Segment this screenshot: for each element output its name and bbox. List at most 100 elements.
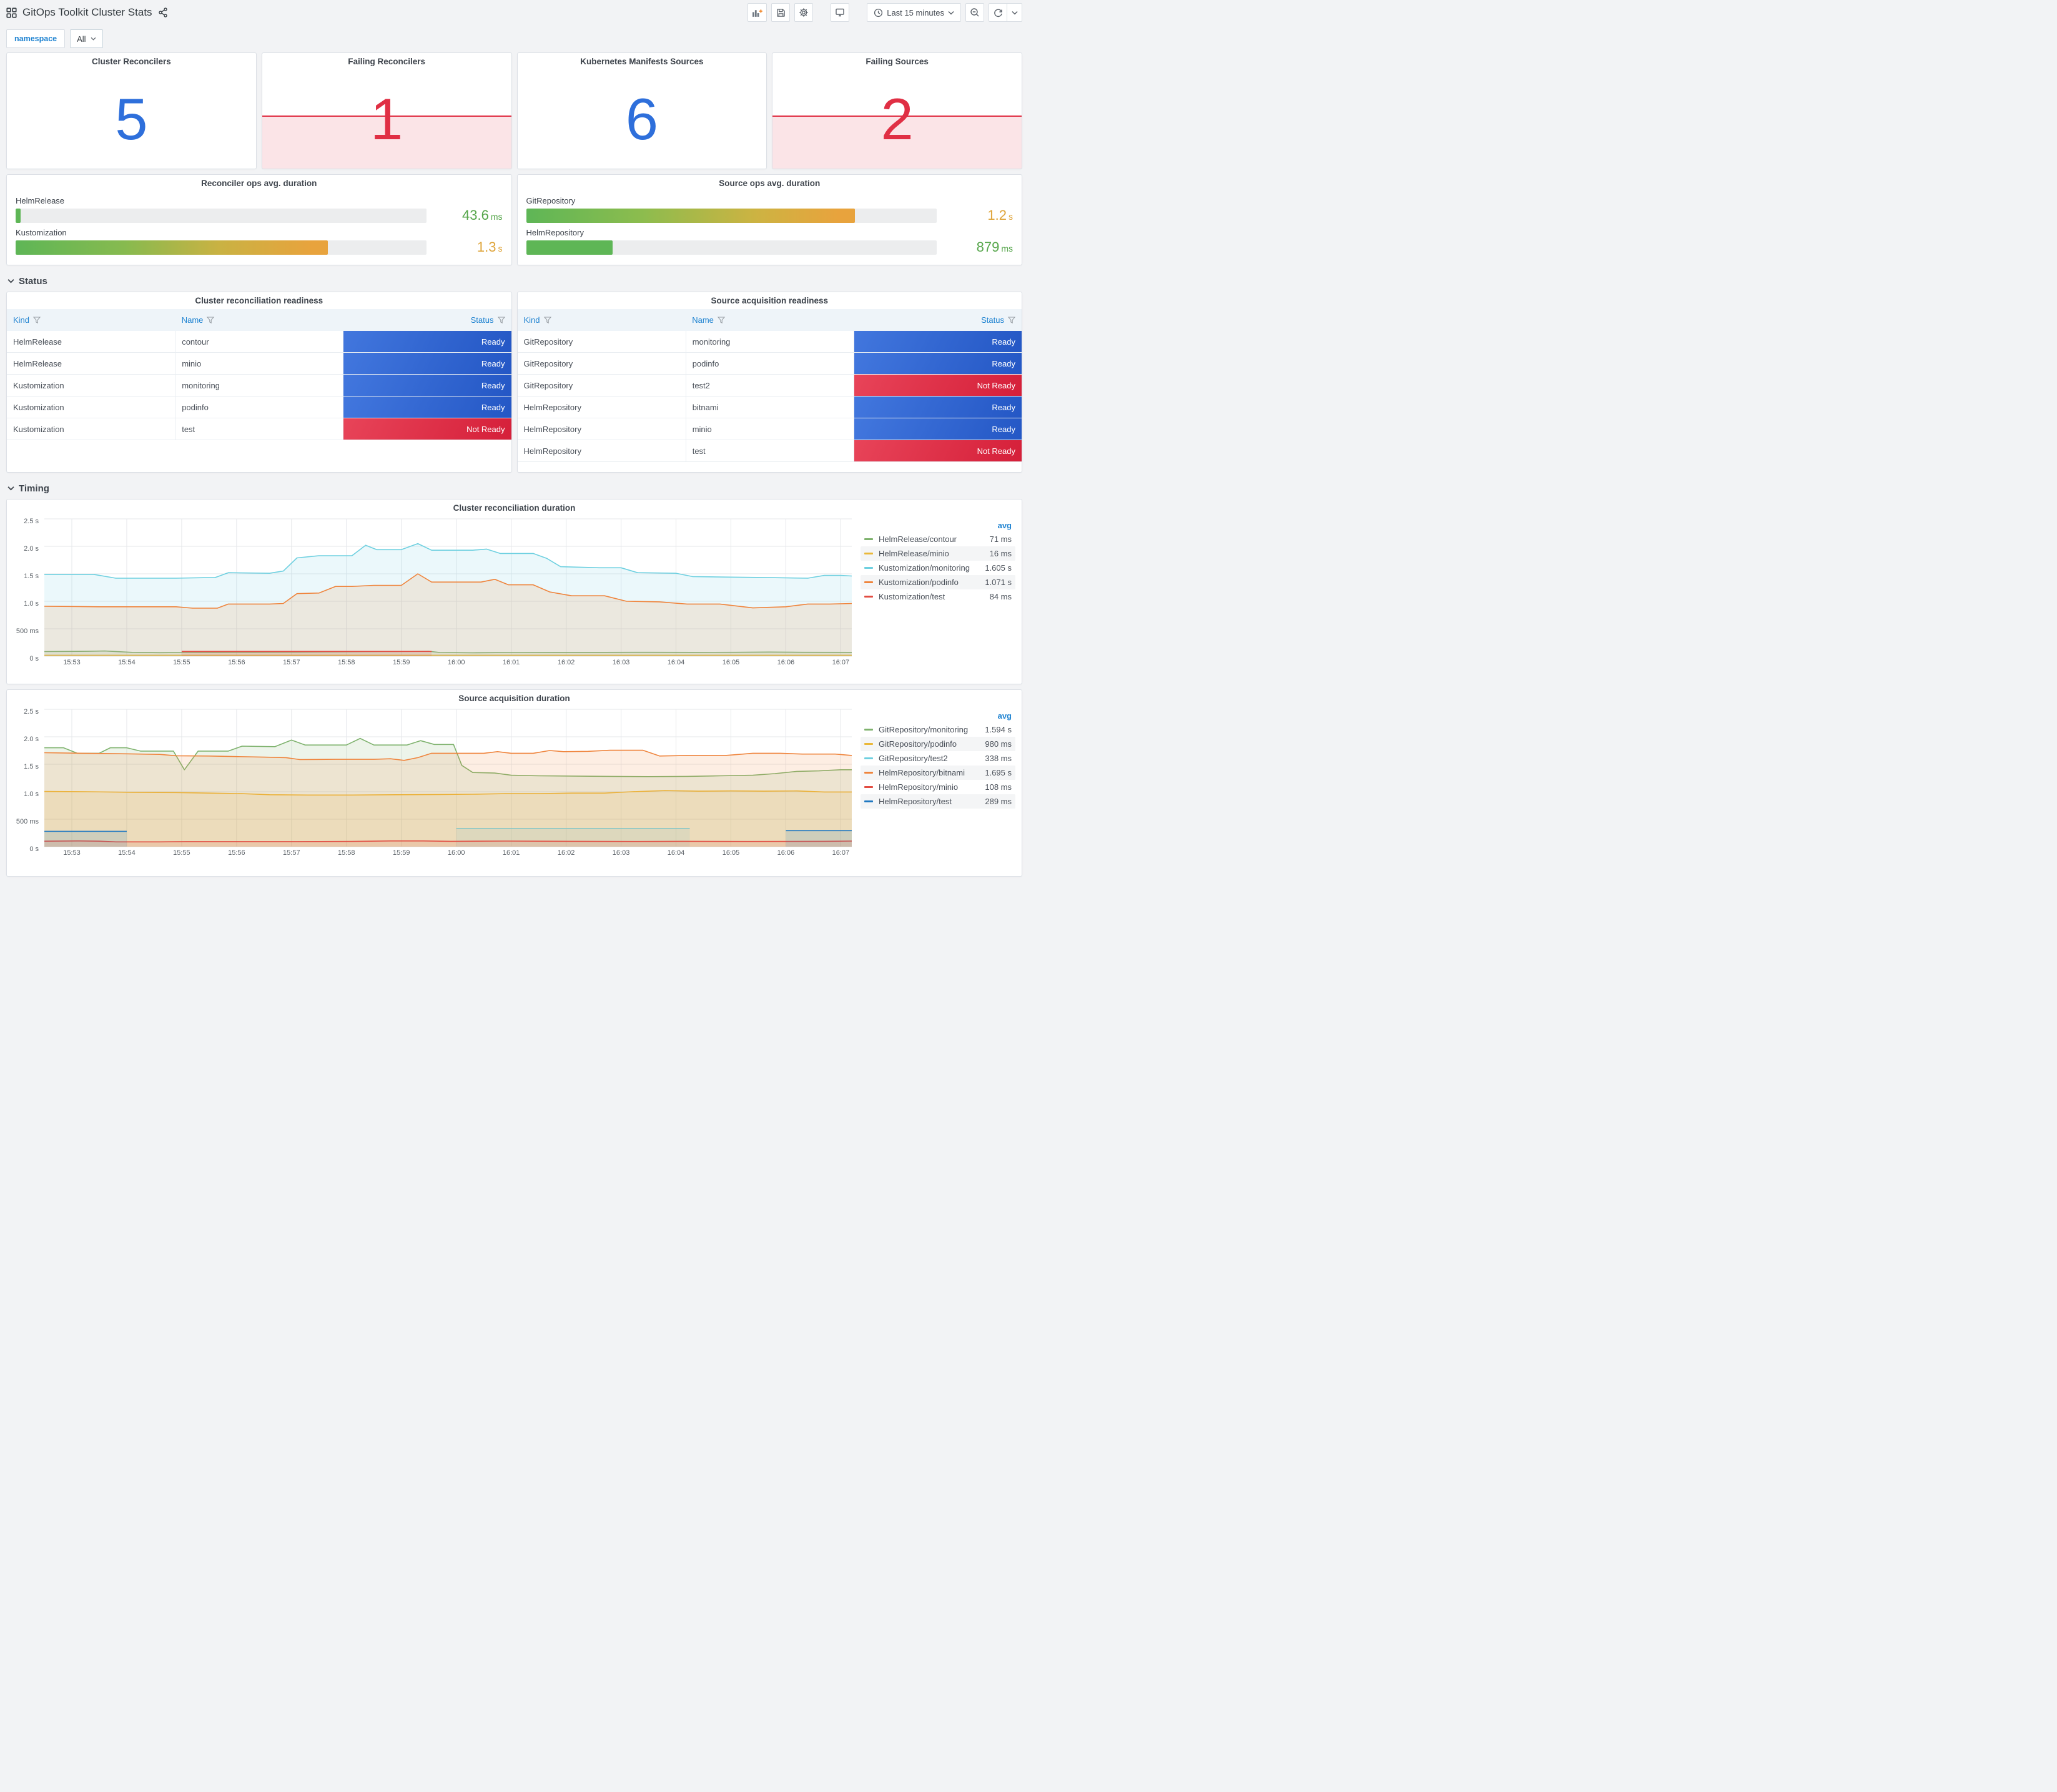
y-tick-label: 500 ms (16, 628, 39, 635)
panel-title[interactable]: Cluster Reconcilers (91, 57, 171, 66)
stat-value: 6 (625, 86, 659, 152)
legend-series-name[interactable]: HelmRepository/bitnami (879, 768, 965, 777)
x-tick-label: 15:59 (392, 659, 410, 666)
save-dashboard-button[interactable] (771, 3, 791, 22)
filter-icon[interactable] (1007, 316, 1016, 324)
panel-title[interactable]: Source acquisition readiness (711, 296, 829, 305)
gauge-value: 43.6 ms (462, 207, 503, 223)
column-header-name[interactable]: Name (175, 309, 343, 331)
status-badge: Ready (854, 396, 1022, 418)
chart-panel-source-acquisition-duration: Source acquisition duration 0 s 500 ms 1.0… (6, 689, 1022, 877)
table-row: HelmRelease contour Ready (7, 331, 511, 353)
namespace-selected-value: All (77, 34, 86, 44)
gauge-track (16, 240, 427, 255)
legend-item: GitRepository/monitoring 1.594 s (861, 722, 1015, 737)
legend-series-name[interactable]: Kustomization/podinfo (879, 578, 959, 587)
refresh-button[interactable] (989, 3, 1007, 22)
filter-icon[interactable] (543, 316, 551, 324)
share-icon[interactable] (158, 7, 168, 17)
dashboard-settings-button[interactable] (794, 3, 814, 22)
gauge-fill (526, 208, 855, 223)
cell-name: podinfo (686, 352, 854, 375)
apps-grid-icon[interactable] (6, 7, 17, 18)
legend-series-name[interactable]: HelmRepository/minio (879, 782, 959, 792)
legend-series-swatch-icon (864, 772, 873, 774)
panel-title[interactable]: Source acquisition duration (458, 694, 570, 703)
filter-icon[interactable] (717, 316, 726, 324)
table-row: GitRepository monitoring Ready (517, 331, 1022, 353)
time-series-canvas[interactable] (44, 709, 852, 847)
chart-legend: avg GitRepository/monitoring 1.594 s GitRep… (852, 709, 1018, 876)
panel-title[interactable]: Kubernetes Manifests Sources (580, 57, 704, 66)
legend-series-name[interactable]: Kustomization/test (879, 592, 945, 601)
page-title[interactable]: GitOps Toolkit Cluster Stats (22, 6, 152, 18)
panel-title[interactable]: Cluster reconciliation duration (453, 503, 576, 513)
legend-series-name[interactable]: GitRepository/monitoring (879, 725, 969, 734)
x-tick-label: 16:01 (502, 659, 520, 666)
panel-title[interactable]: Failing Reconcilers (348, 57, 426, 66)
legend-series-name[interactable]: GitRepository/podinfo (879, 739, 957, 749)
panel-title[interactable]: Reconciler ops avg. duration (201, 179, 317, 188)
series-line (44, 790, 852, 795)
cell-kind: GitRepository (517, 331, 686, 353)
add-panel-button[interactable] (747, 3, 767, 22)
y-tick-label: 2.5 s (24, 708, 39, 716)
cell-name: bitnami (686, 396, 854, 418)
x-tick-label: 15:59 (392, 849, 410, 857)
legend-series-swatch-icon (864, 538, 873, 540)
filter-icon[interactable] (207, 316, 215, 324)
section-row-timing[interactable]: Timing (6, 478, 1022, 499)
legend-series-avg-value: 1.605 s (985, 563, 1012, 573)
legend-series-name[interactable]: HelmRepository/test (879, 797, 952, 806)
panel-title[interactable]: Failing Sources (866, 57, 929, 66)
legend-avg-header[interactable]: avg (997, 521, 1012, 530)
x-tick-label: 16:05 (722, 849, 740, 857)
table-panel-cluster-reconciliation-readiness: Cluster reconciliation readiness Kind Na… (6, 292, 512, 473)
time-range-picker[interactable]: Last 15 minutes (867, 3, 961, 22)
legend-series-name[interactable]: HelmRelease/minio (879, 549, 949, 558)
cell-kind: GitRepository (517, 374, 686, 396)
y-tick-label: 1.0 s (24, 600, 39, 608)
column-header-status[interactable]: Status (854, 309, 1022, 331)
column-header-kind[interactable]: Kind (7, 309, 175, 331)
column-header-kind[interactable]: Kind (517, 309, 686, 331)
cell-kind: Kustomization (7, 374, 176, 396)
cell-name: minio (686, 418, 854, 440)
stat-sparkline-area (772, 115, 1022, 169)
x-tick-label: 15:56 (228, 659, 245, 666)
legend-item: Kustomization/test 84 ms (861, 589, 1015, 604)
column-header-name[interactable]: Name (686, 309, 854, 331)
panel-title[interactable]: Cluster reconciliation readiness (195, 296, 323, 305)
legend-series-name[interactable]: HelmRelease/contour (879, 534, 957, 544)
cycle-view-mode-button[interactable] (831, 3, 850, 22)
legend-series-name[interactable]: Kustomization/monitoring (879, 563, 970, 573)
legend-series-name[interactable]: GitRepository/test2 (879, 754, 948, 763)
x-tick-label: 16:02 (557, 659, 575, 666)
panel-title[interactable]: Source ops avg. duration (719, 179, 821, 188)
stats-row: Cluster Reconcilers 5 Failing Reconciler… (6, 52, 1022, 169)
namespace-variable-value[interactable]: All (70, 29, 103, 48)
x-axis: 15:53 15:54 15:55 15:56 15:57 15:58 15:59 16:00… (44, 847, 852, 859)
namespace-variable-label[interactable]: namespace (6, 29, 66, 48)
table-row: Kustomization podinfo Ready (7, 396, 511, 418)
status-badge: Ready (854, 353, 1022, 374)
status-badge: Ready (343, 375, 511, 396)
y-tick-label: 1.5 s (24, 573, 39, 580)
zoom-out-button[interactable] (965, 3, 984, 22)
x-tick-label: 16:02 (557, 849, 575, 857)
x-tick-label: 15:56 (228, 849, 245, 857)
gauge-row: HelmRelease 43.6 ms (7, 192, 511, 224)
refresh-interval-dropdown[interactable] (1007, 3, 1022, 22)
time-series-canvas[interactable] (44, 519, 852, 656)
legend-item: HelmRelease/contour 71 ms (861, 532, 1015, 546)
x-tick-label: 15:58 (338, 659, 355, 666)
table-row: HelmRepository bitnami Ready (517, 396, 1022, 418)
section-label: Status (19, 275, 47, 287)
legend-avg-header[interactable]: avg (997, 711, 1012, 721)
column-header-status[interactable]: Status (343, 309, 511, 331)
filter-icon[interactable] (32, 316, 41, 324)
section-row-status[interactable]: Status (6, 270, 1022, 292)
filter-icon[interactable] (497, 316, 505, 324)
add-panel-icon (752, 9, 763, 17)
y-axis: 0 s 500 ms 1.0 s 1.5 s 2.0 s 2.5 s (12, 518, 44, 684)
